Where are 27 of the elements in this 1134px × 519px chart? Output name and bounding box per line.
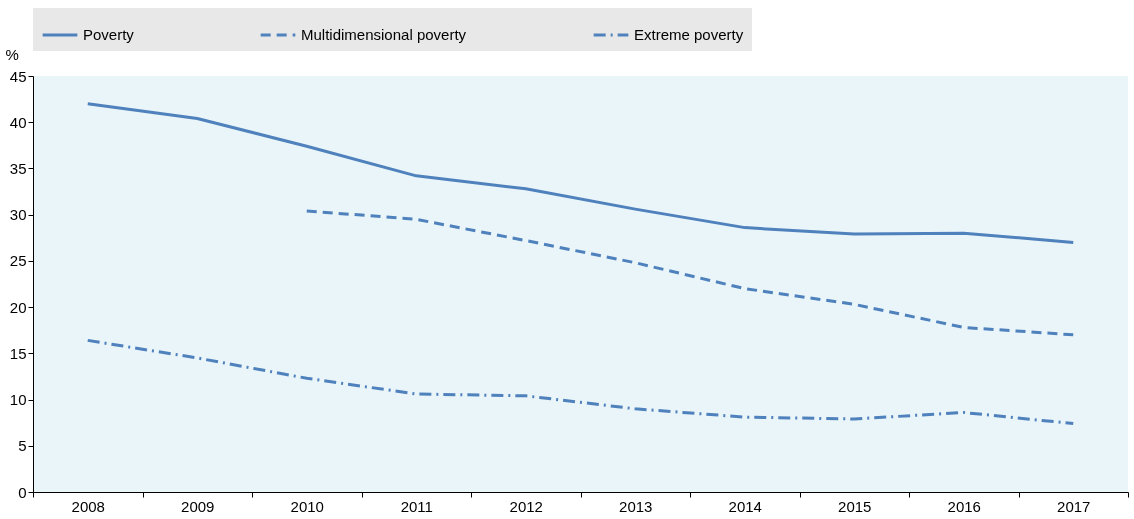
y-tick-label: 25 <box>9 252 27 270</box>
x-tick-label: 2016 <box>947 497 981 515</box>
line-series <box>305 209 1075 337</box>
x-tick-label: 2017 <box>1057 497 1091 515</box>
y-axis-title: % <box>5 45 19 63</box>
x-tick-label: 2009 <box>181 497 215 515</box>
x-tick-label: 2014 <box>728 497 762 515</box>
y-tick-label: 20 <box>9 298 27 316</box>
y-tick-label: 40 <box>9 113 27 131</box>
y-tick-label: 45 <box>9 67 27 85</box>
y-tick-label: 10 <box>9 391 27 409</box>
legend-label: Multidimensional poverty <box>301 26 467 43</box>
line-series <box>86 102 1075 244</box>
x-tick-label: 2011 <box>400 497 433 515</box>
y-tick-label: 35 <box>9 159 27 177</box>
y-tick-label: 15 <box>9 344 27 362</box>
x-tick-label: 2012 <box>509 497 543 515</box>
x-tick-label: 2013 <box>619 497 653 515</box>
x-tick-label: 2015 <box>838 497 872 515</box>
legend-label: Extreme poverty <box>634 26 744 43</box>
y-tick-label: 0 <box>18 483 27 501</box>
x-tick-label: 2010 <box>290 497 324 515</box>
x-tick-label: 2008 <box>71 497 105 515</box>
line-series <box>86 338 1075 426</box>
y-tick-label: 30 <box>9 206 27 224</box>
legend-label: Poverty <box>83 26 135 43</box>
y-tick-label: 5 <box>18 437 27 455</box>
